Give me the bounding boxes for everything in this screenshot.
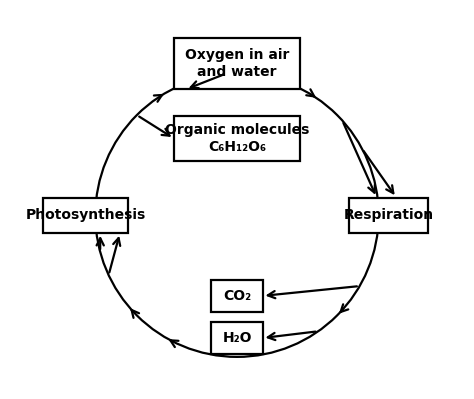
Text: Oxygen in air
and water: Oxygen in air and water <box>185 48 289 79</box>
FancyBboxPatch shape <box>349 198 428 233</box>
FancyBboxPatch shape <box>174 116 300 161</box>
Text: H₂O: H₂O <box>222 331 252 345</box>
FancyBboxPatch shape <box>43 198 128 233</box>
Text: CO₂: CO₂ <box>223 289 251 303</box>
Text: Organic molecules
C₆H₁₂O₆: Organic molecules C₆H₁₂O₆ <box>165 123 309 154</box>
Text: Photosynthesis: Photosynthesis <box>26 208 146 222</box>
Text: Respiration: Respiration <box>344 208 434 222</box>
FancyBboxPatch shape <box>174 38 300 89</box>
FancyBboxPatch shape <box>211 280 263 312</box>
FancyBboxPatch shape <box>211 322 263 354</box>
